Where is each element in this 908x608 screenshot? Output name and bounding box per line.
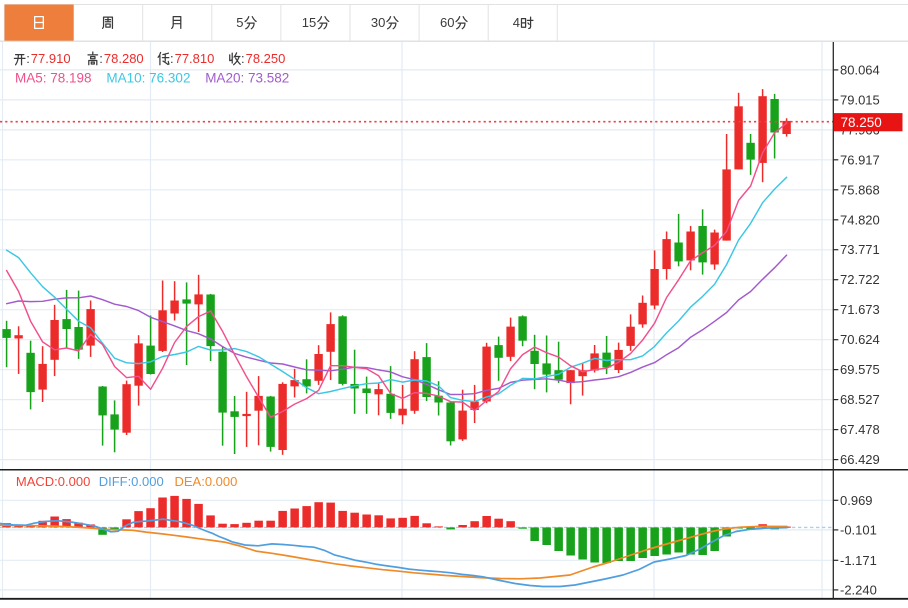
svg-text:78.250: 78.250 <box>246 51 286 66</box>
svg-text:77.810: 77.810 <box>175 51 215 66</box>
svg-text::: : <box>170 51 174 66</box>
svg-text:MA5: 78.198: MA5: 78.198 <box>15 70 92 85</box>
svg-text:76.917: 76.917 <box>840 152 880 167</box>
svg-text:DIFF:0.000: DIFF:0.000 <box>99 474 164 489</box>
svg-text:78.250: 78.250 <box>841 115 882 130</box>
svg-text:MA20: 73.582: MA20: 73.582 <box>205 70 289 85</box>
svg-text:80.064: 80.064 <box>840 62 880 77</box>
svg-text:71.673: 71.673 <box>840 302 880 317</box>
svg-text:77.910: 77.910 <box>31 51 71 66</box>
svg-text:73.771: 73.771 <box>840 242 880 257</box>
svg-text:67.478: 67.478 <box>840 422 880 437</box>
svg-text:70.624: 70.624 <box>840 332 880 347</box>
svg-text::: : <box>241 51 245 66</box>
svg-text:5: 5 <box>236 15 243 30</box>
svg-text:15: 15 <box>302 15 316 30</box>
svg-text::: : <box>99 51 103 66</box>
svg-text:0.969: 0.969 <box>840 493 873 508</box>
svg-text:-2.240: -2.240 <box>840 582 877 597</box>
svg-text:MA10: 76.302: MA10: 76.302 <box>106 70 190 85</box>
svg-text:78.280: 78.280 <box>104 51 144 66</box>
svg-text:MACD:0.000: MACD:0.000 <box>16 474 90 489</box>
svg-text:4: 4 <box>513 15 520 30</box>
svg-text:75.868: 75.868 <box>840 182 880 197</box>
svg-text:74.820: 74.820 <box>840 212 880 227</box>
svg-text:79.015: 79.015 <box>840 92 880 107</box>
svg-text:DEA:0.000: DEA:0.000 <box>175 474 238 489</box>
svg-text:72.722: 72.722 <box>840 272 880 287</box>
svg-text::: : <box>26 51 30 66</box>
svg-text:-1.171: -1.171 <box>840 553 877 568</box>
svg-text:30: 30 <box>371 15 385 30</box>
svg-text:66.429: 66.429 <box>840 452 880 467</box>
svg-text:-0.101: -0.101 <box>840 522 877 537</box>
svg-text:68.527: 68.527 <box>840 392 880 407</box>
svg-text:60: 60 <box>440 15 454 30</box>
svg-text:69.575: 69.575 <box>840 362 880 377</box>
